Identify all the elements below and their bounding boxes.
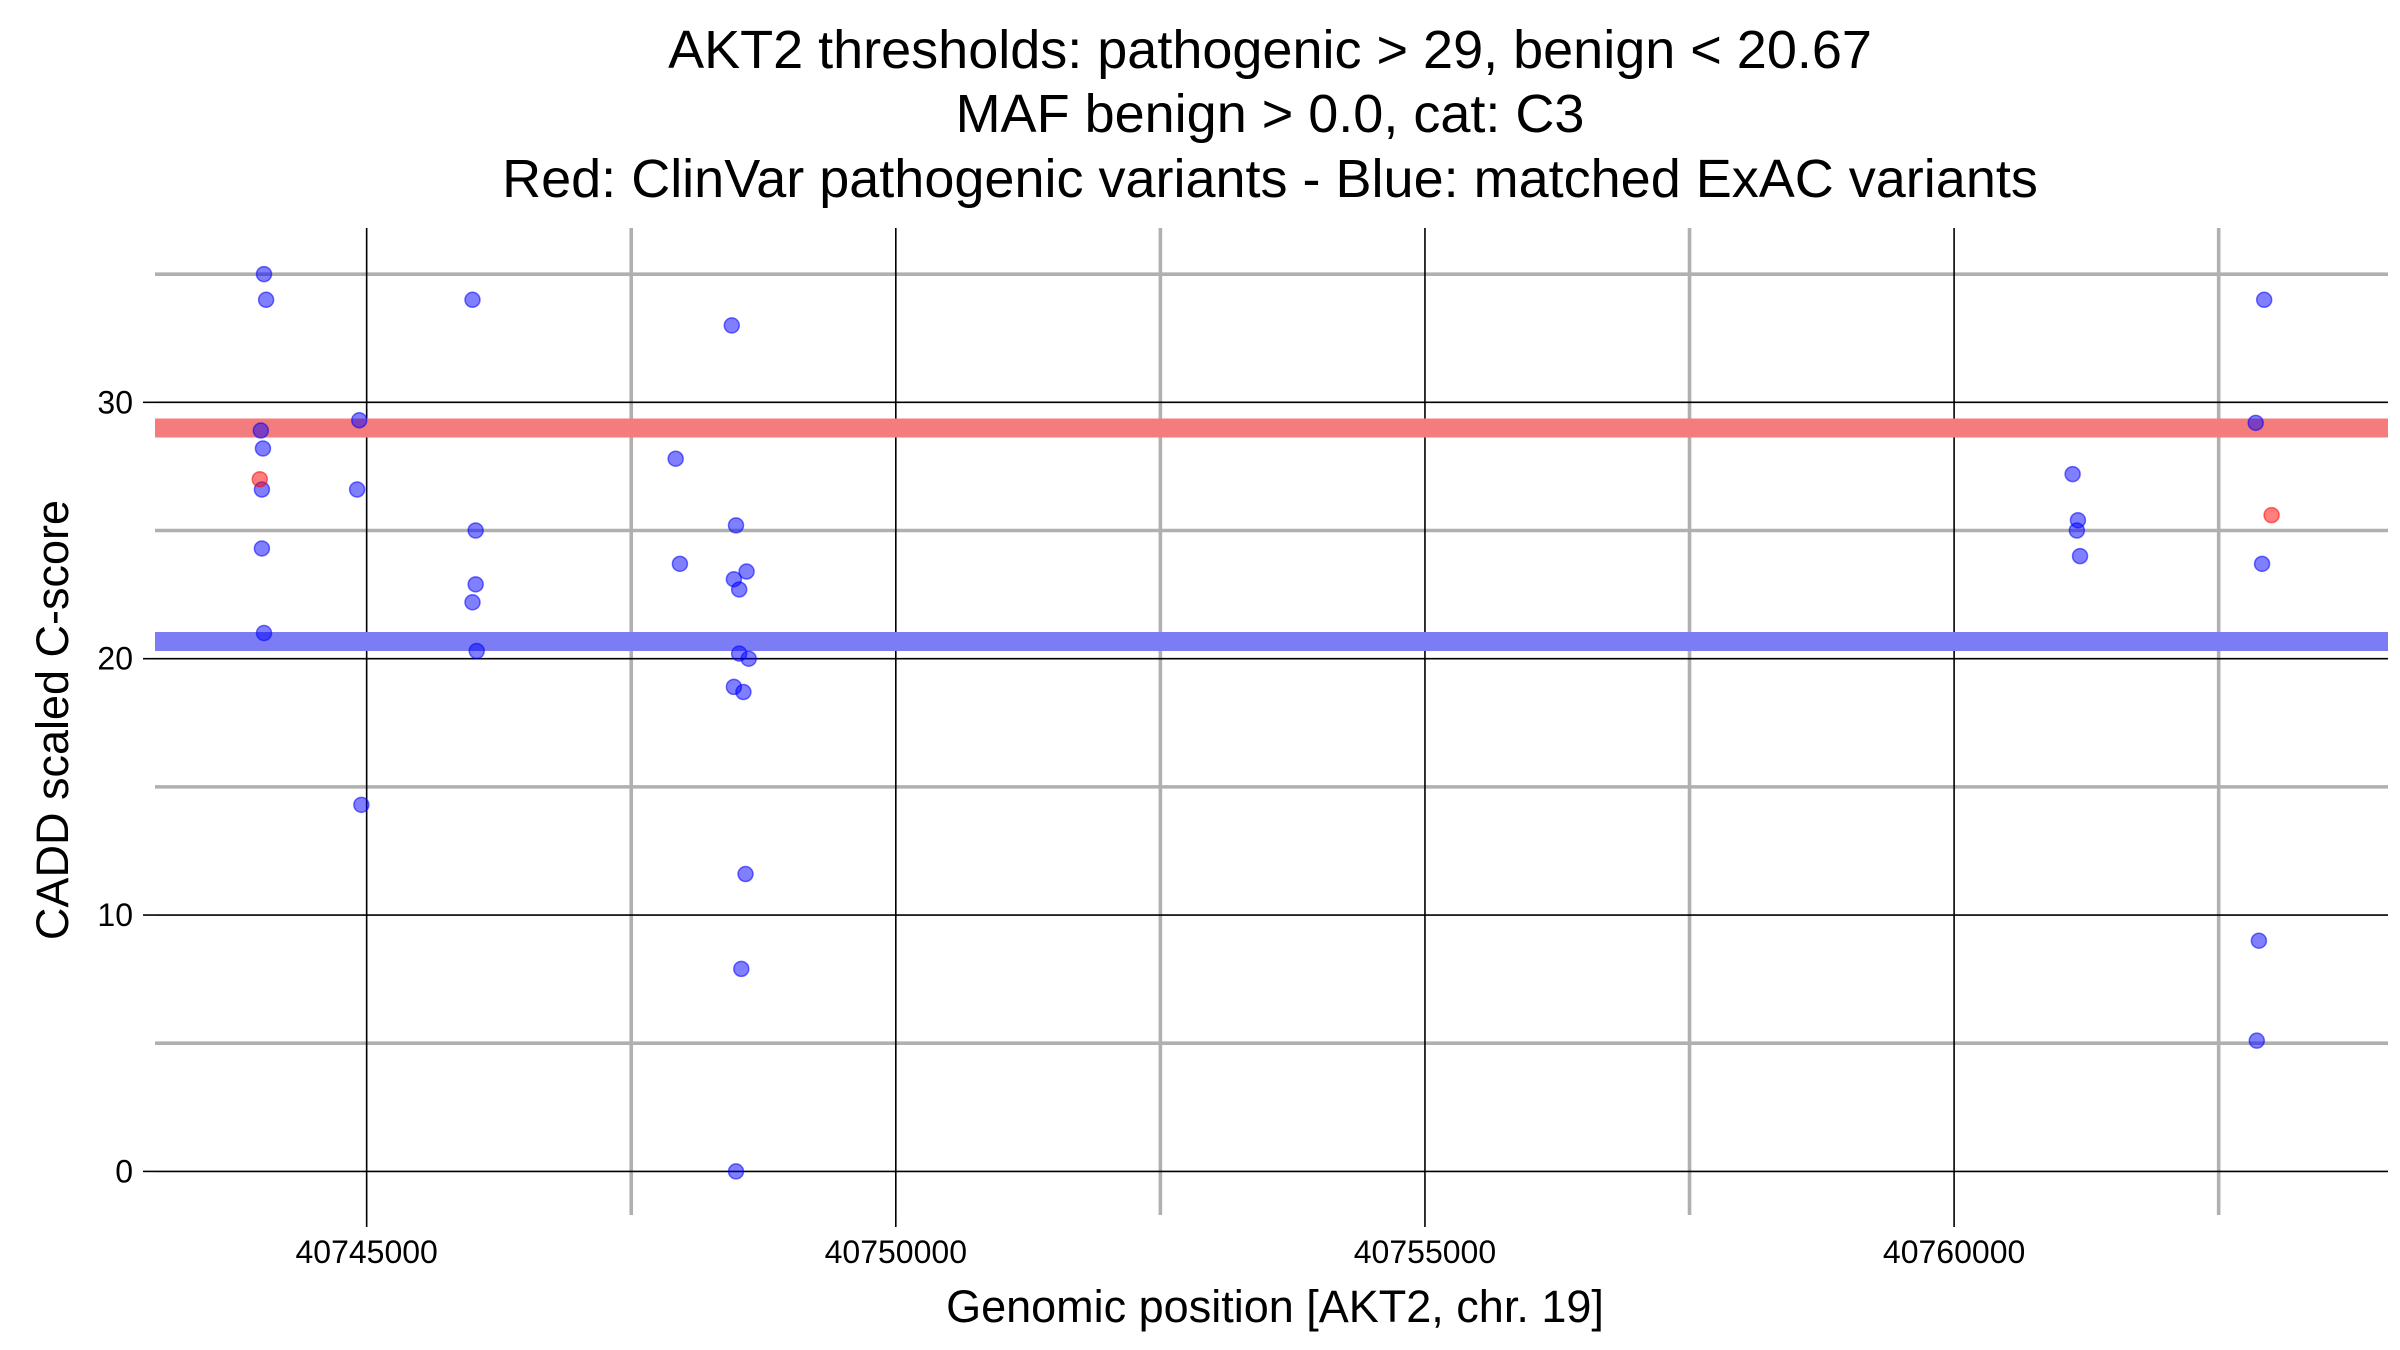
data-point-s0-26 xyxy=(737,865,754,883)
data-point-s0-2 xyxy=(252,422,270,439)
data-point-s0-23 xyxy=(740,650,757,667)
x-tick-label-0: 40745000 xyxy=(295,1234,437,1270)
data-point-s0-17 xyxy=(723,317,741,334)
data-point-s0-16 xyxy=(671,555,689,573)
data-point-s0-6 xyxy=(255,624,273,642)
data-point-s0-36 xyxy=(2250,932,2268,949)
x-axis-title: Genomic position [AKT2, chr. 19] xyxy=(946,1281,1604,1332)
data-point-s0-10 xyxy=(464,291,481,309)
y-tick-label-1: 10 xyxy=(97,897,133,933)
threshold-lines xyxy=(155,418,2388,652)
data-point-s0-31 xyxy=(2068,522,2086,539)
data-point-s0-27 xyxy=(733,960,750,978)
data-point-s0-8 xyxy=(348,481,366,498)
y-tick-label-3: 30 xyxy=(97,384,133,420)
data-point-s0-9 xyxy=(353,796,370,814)
data-point-s0-13 xyxy=(464,594,481,611)
y-axis-title: CADD scaled C-score xyxy=(27,500,78,940)
y-tick-label-2: 20 xyxy=(97,641,133,677)
data-point-s0-28 xyxy=(727,1163,745,1180)
data-points xyxy=(251,265,2280,1180)
data-point-s0-37 xyxy=(2248,1032,2266,1049)
data-point-s0-15 xyxy=(667,450,684,467)
chart-title-line-1: AKT2 thresholds: pathogenic > 29, benign… xyxy=(668,20,1872,80)
data-point-s0-33 xyxy=(2247,414,2264,432)
x-tick-label-3: 40760000 xyxy=(1883,1234,2025,1270)
data-point-s0-29 xyxy=(2064,465,2081,483)
data-point-s0-21 xyxy=(730,581,748,598)
x-tick-label-1: 40750000 xyxy=(825,1234,967,1270)
chart-title: AKT2 thresholds: pathogenic > 29, benign… xyxy=(502,20,2038,209)
data-point-s0-1 xyxy=(257,291,275,309)
data-point-s0-5 xyxy=(253,540,271,557)
data-point-s0-35 xyxy=(2253,555,2271,573)
data-point-s0-18 xyxy=(727,517,745,534)
chart-title-line-2: MAF benign > 0.0, cat: C3 xyxy=(956,84,1585,144)
data-point-s0-3 xyxy=(254,440,272,457)
data-point-s0-14 xyxy=(468,642,485,660)
data-point-s0-12 xyxy=(467,576,484,593)
data-point-s1-0 xyxy=(251,470,269,488)
x-tick-label-2: 40755000 xyxy=(1354,1234,1496,1270)
chart-title-line-3: Red: ClinVar pathogenic variants - Blue:… xyxy=(502,149,2038,209)
data-point-s0-19 xyxy=(738,563,755,580)
y-tick-label-0: 0 xyxy=(115,1153,133,1189)
data-point-s0-7 xyxy=(351,412,368,429)
minor-gridlines xyxy=(155,228,2388,1215)
data-point-s0-11 xyxy=(467,522,484,539)
plot-area xyxy=(155,228,2388,1215)
x-axis: 40745000 40750000 40755000 40760000 xyxy=(295,1215,2025,1270)
data-point-s0-25 xyxy=(735,683,752,701)
data-point-s0-0 xyxy=(255,265,273,283)
major-gridlines xyxy=(155,228,2388,1215)
data-point-s0-32 xyxy=(2071,547,2089,565)
y-axis: 0 10 20 30 xyxy=(97,384,155,1189)
data-point-s1-1 xyxy=(2263,506,2280,524)
data-point-s0-34 xyxy=(2255,291,2273,309)
